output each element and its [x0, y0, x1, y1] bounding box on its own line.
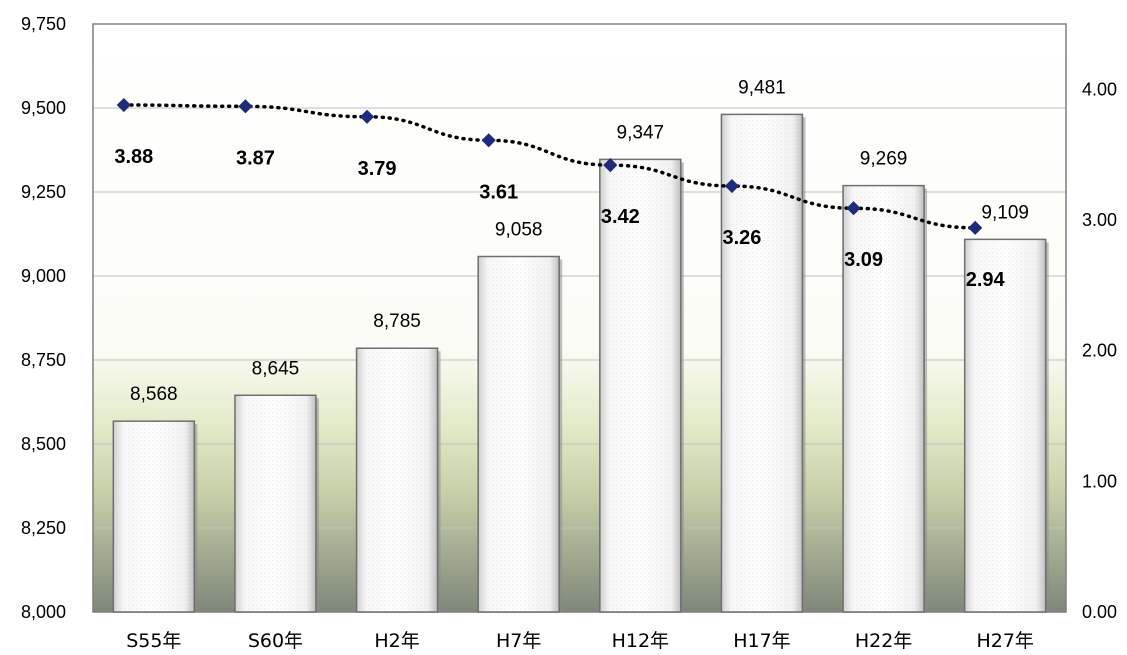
line-point-marker [968, 220, 983, 235]
category-label: S55年 [126, 630, 181, 652]
category-label: H12年 [612, 630, 669, 652]
line-point-marker [603, 158, 618, 173]
left-tick-label: 8,000 [21, 602, 66, 622]
bar-texture [845, 187, 923, 610]
category-label: H22年 [855, 630, 912, 652]
right-tick-label: 4.00 [1082, 79, 1117, 99]
category-label: S60年 [248, 630, 303, 652]
left-tick-label: 9,000 [21, 266, 66, 286]
category-labels: S55年 S60年 H2年 H7年 H12年 H17年 H22年 H27年 [126, 630, 1034, 652]
line-value-label: 3.79 [358, 158, 397, 180]
line-value-label: 3.42 [601, 206, 640, 228]
bar-texture [358, 350, 436, 610]
bars [112, 113, 1049, 613]
category-label: H2年 [374, 630, 419, 652]
bar-value-label: 9,347 [617, 122, 665, 143]
category-label: H17年 [733, 630, 790, 652]
bar-value-label: 9,481 [738, 77, 786, 98]
line-point-marker [846, 201, 861, 216]
right-tick-label: 2.00 [1082, 341, 1117, 361]
bar-texture [723, 116, 801, 610]
line-point-marker [481, 133, 496, 148]
bar-value-label: 8,645 [252, 358, 300, 379]
left-tick-label: 8,750 [21, 350, 66, 370]
right-tick-label: 1.00 [1082, 471, 1117, 491]
right-tick-label: 3.00 [1082, 210, 1117, 230]
line-point-marker [359, 109, 375, 124]
left-axis-ticks: 8,000 8,250 8,500 8,750 9,000 9,250 9,500 9,750 [21, 14, 66, 622]
bar-value-label: 9,109 [981, 202, 1029, 223]
bar-value-label: 9,058 [495, 220, 543, 241]
category-label: H7年 [496, 630, 541, 652]
right-tick-label: 0.00 [1082, 602, 1117, 622]
bar-value-label: 8,785 [373, 311, 421, 332]
line-value-labels: 3.88 3.87 3.79 3.61 3.42 3.26 3.09 2.94 [114, 146, 1005, 291]
left-tick-label: 9,250 [21, 182, 66, 202]
line-value-label: 3.61 [479, 181, 518, 203]
line-point-marker [724, 178, 740, 194]
line-value-label: 2.94 [966, 269, 1006, 291]
bar-texture [601, 161, 679, 610]
line-value-label: 3.26 [722, 227, 761, 249]
right-axis-ticks: 0.00 1.00 2.00 3.00 4.00 [1082, 79, 1117, 622]
line-value-label: 3.09 [844, 249, 883, 271]
left-tick-label: 9,750 [21, 14, 66, 34]
category-label: H27年 [976, 630, 1033, 652]
series-line [122, 103, 977, 230]
plot-frame [92, 23, 1067, 613]
bar-texture [115, 423, 193, 610]
line-value-label: 3.87 [236, 147, 275, 169]
bar-texture [236, 397, 314, 610]
line-value-label: 3.88 [114, 146, 153, 168]
bar-texture [966, 241, 1044, 610]
left-tick-label: 8,250 [21, 518, 66, 538]
left-tick-label: 9,500 [21, 98, 66, 118]
bar-value-labels: 8,568 8,645 8,785 9,058 9,347 9,481 9,269 9,109 [130, 77, 1029, 405]
bar-value-label: 9,269 [860, 149, 908, 170]
bar-texture [480, 258, 558, 610]
bar-value-label: 8,568 [130, 384, 178, 405]
left-tick-label: 8,500 [21, 434, 66, 454]
